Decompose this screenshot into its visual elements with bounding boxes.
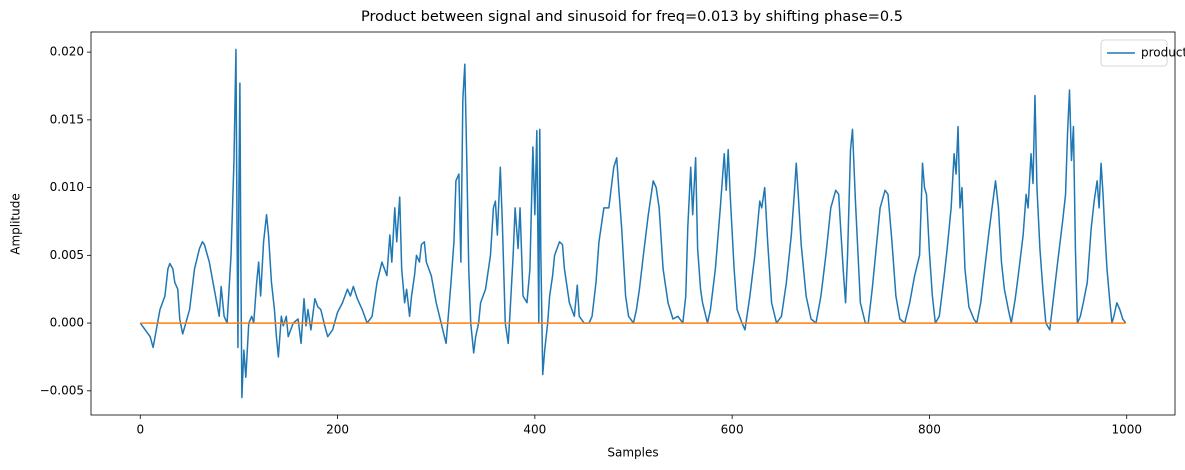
legend-label: product xyxy=(1141,46,1185,60)
y-tick-label: 0.010 xyxy=(50,180,84,194)
x-tick-label: 200 xyxy=(326,423,349,437)
x-tick-label: 1000 xyxy=(1111,423,1142,437)
y-tick-label: 0.015 xyxy=(50,112,84,126)
chart-title: Product between signal and sinusoid for … xyxy=(361,9,903,25)
y-tick-label: 0.020 xyxy=(50,45,84,59)
y-axis-label: Amplitude xyxy=(9,193,23,255)
data-line xyxy=(139,48,1127,399)
y-tick-label: 0.005 xyxy=(50,248,84,262)
y-tick-label: 0.000 xyxy=(50,316,84,330)
plot-frame xyxy=(90,31,1176,416)
x-tick-label: 800 xyxy=(918,423,941,437)
x-axis-label: Samples xyxy=(607,446,658,460)
x-tick-label: 400 xyxy=(523,423,546,437)
x-tick-label: 600 xyxy=(721,423,744,437)
x-tick-label: 0 xyxy=(136,423,144,437)
y-tick-label: −0.005 xyxy=(40,383,84,397)
